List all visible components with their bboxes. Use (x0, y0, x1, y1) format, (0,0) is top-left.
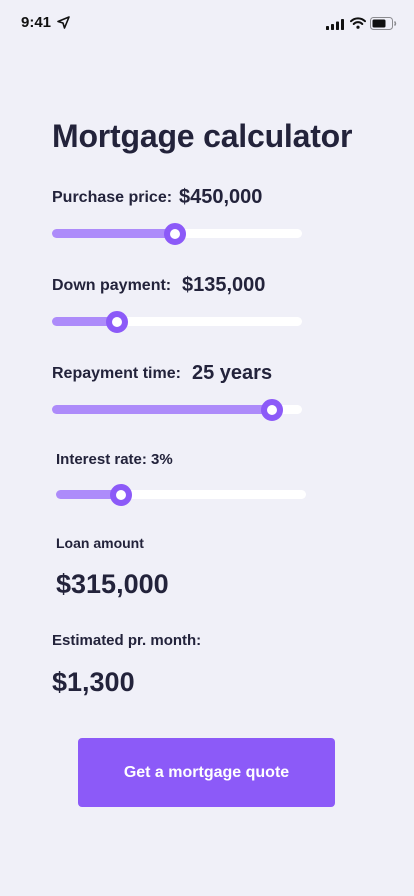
estimated-monthly-label: Estimated pr. month: (52, 632, 202, 649)
status-time: 9:41 (21, 14, 52, 31)
get-mortgage-quote-button[interactable]: Get a mortgage quote (78, 738, 335, 807)
down-payment-slider[interactable] (52, 310, 302, 333)
purchase-price-slider-fill (52, 229, 175, 238)
estimated-monthly-value: $1,300 (52, 667, 135, 697)
purchase-price-value: $450,000 (179, 186, 263, 208)
repayment-time-value: 25 years (192, 362, 273, 384)
repayment-time-slider[interactable] (52, 398, 302, 421)
down-payment-label: Down payment: (52, 277, 172, 294)
location-arrow-icon (57, 16, 70, 29)
interest-rate-slider[interactable] (56, 483, 306, 506)
down-payment-slider-thumb[interactable] (106, 310, 128, 333)
purchase-price-label: Purchase price: (52, 189, 173, 206)
loan-amount-label: Loan amount (56, 535, 144, 551)
interest-rate-slider-thumb[interactable] (110, 483, 132, 506)
page-title: Mortgage calculator (52, 118, 353, 154)
down-payment-value: $135,000 (182, 274, 266, 296)
purchase-price-slider[interactable] (52, 222, 302, 245)
status-bar: 9:41 (0, 0, 414, 48)
loan-amount-value: $315,000 (56, 569, 169, 599)
repayment-time-label: Repayment time: (52, 365, 181, 382)
wifi-icon (350, 17, 366, 29)
purchase-price-slider-thumb[interactable] (163, 222, 186, 245)
cellular-signal-icon (326, 19, 344, 30)
down-payment-slider-fill (52, 317, 117, 326)
battery-icon (370, 17, 397, 30)
interest-rate-slider-fill (56, 490, 121, 499)
interest-rate-label: Interest rate: 3% (56, 451, 173, 468)
repayment-time-slider-fill (52, 405, 272, 414)
repayment-time-slider-thumb[interactable] (261, 398, 283, 421)
